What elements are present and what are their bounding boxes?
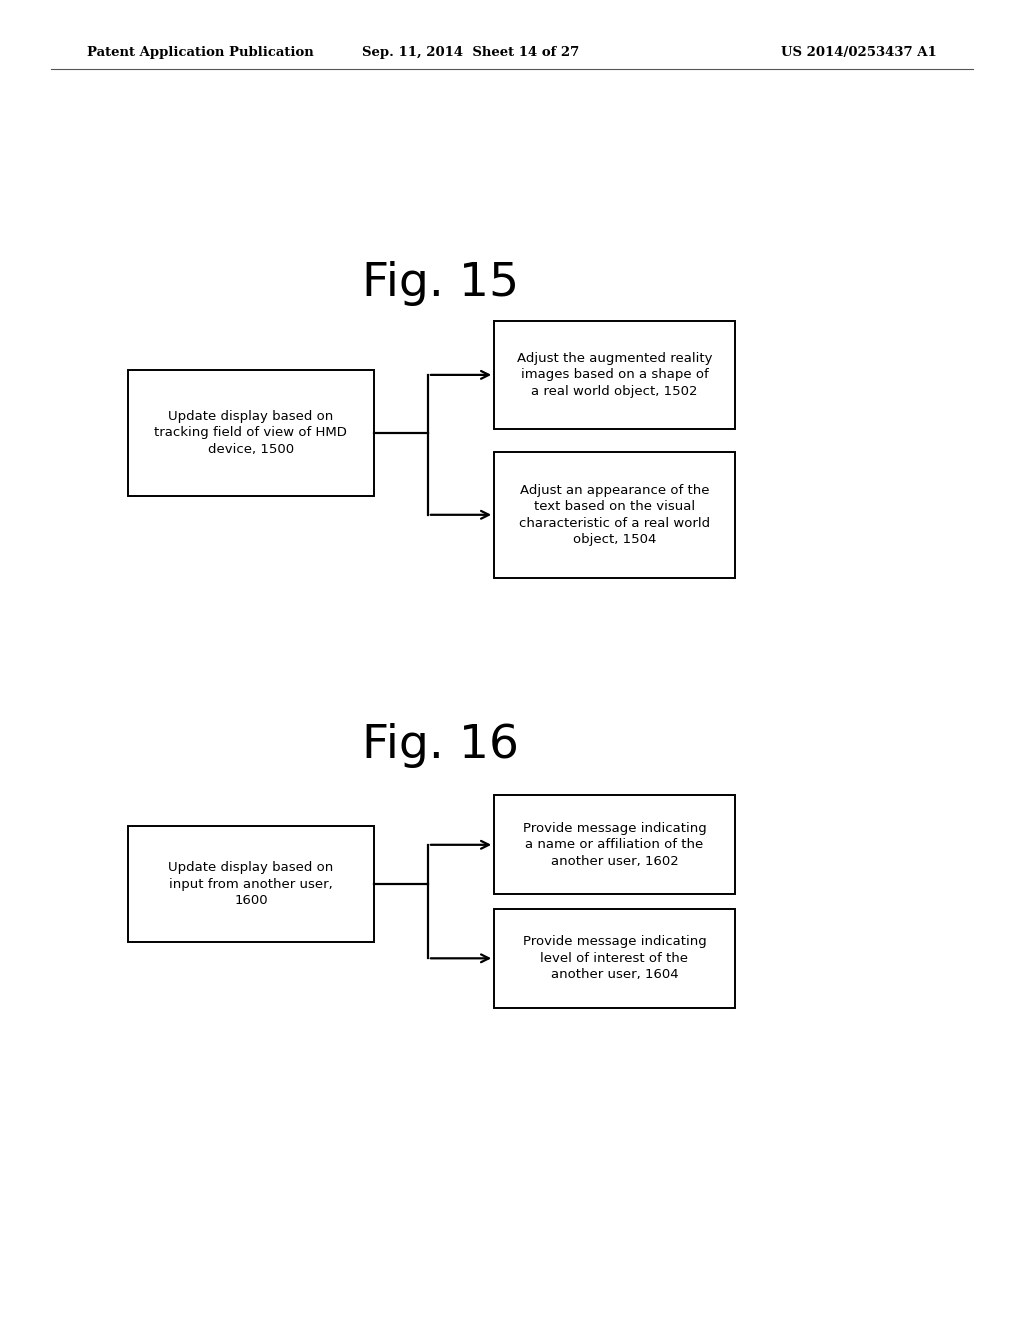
Text: Fig. 16: Fig. 16 — [361, 723, 519, 768]
FancyBboxPatch shape — [494, 321, 735, 429]
FancyBboxPatch shape — [128, 370, 374, 495]
FancyBboxPatch shape — [128, 826, 374, 942]
Text: Provide message indicating
level of interest of the
another user, 1604: Provide message indicating level of inte… — [522, 936, 707, 981]
Text: Patent Application Publication: Patent Application Publication — [87, 46, 313, 59]
Text: Provide message indicating
a name or affiliation of the
another user, 1602: Provide message indicating a name or aff… — [522, 822, 707, 867]
Text: Adjust an appearance of the
text based on the visual
characteristic of a real wo: Adjust an appearance of the text based o… — [519, 483, 710, 546]
FancyBboxPatch shape — [494, 795, 735, 895]
FancyBboxPatch shape — [494, 908, 735, 1008]
FancyBboxPatch shape — [494, 451, 735, 578]
Text: US 2014/0253437 A1: US 2014/0253437 A1 — [781, 46, 937, 59]
Text: Sep. 11, 2014  Sheet 14 of 27: Sep. 11, 2014 Sheet 14 of 27 — [362, 46, 580, 59]
Text: Fig. 15: Fig. 15 — [361, 261, 519, 306]
Text: Adjust the augmented reality
images based on a shape of
a real world object, 150: Adjust the augmented reality images base… — [517, 352, 712, 397]
Text: Update display based on
tracking field of view of HMD
device, 1500: Update display based on tracking field o… — [155, 411, 347, 455]
Text: Update display based on
input from another user,
1600: Update display based on input from anoth… — [168, 862, 334, 907]
